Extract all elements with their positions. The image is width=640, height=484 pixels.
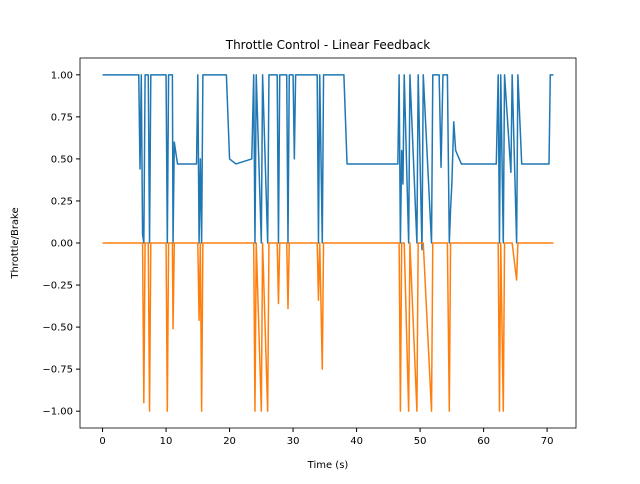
y-tick-label: 0.00: [51, 239, 73, 250]
y-tick-label: −0.50: [42, 323, 73, 334]
x-tick-label: 20: [223, 436, 236, 447]
x-tick-label: 30: [287, 436, 300, 447]
y-tick-label: −0.25: [42, 281, 73, 292]
y-tick-label: 1.00: [51, 70, 73, 81]
x-tick-label: 50: [414, 436, 427, 447]
data-line: [102, 74, 554, 251]
y-tick-label: −0.75: [42, 365, 73, 376]
y-tick-label: 0.50: [51, 154, 73, 165]
x-tick-label: 0: [99, 436, 105, 447]
x-tick-label: 10: [160, 436, 173, 447]
x-tick-label: 40: [350, 436, 363, 447]
y-axis-label: Throttle/Brake: [10, 207, 21, 279]
y-tick-label: 0.25: [51, 196, 73, 207]
x-tick-label: 60: [477, 436, 490, 447]
y-tick-label: −1.00: [42, 407, 73, 418]
plot-frame: [79, 57, 577, 429]
x-axis-label: Time (s): [307, 460, 349, 471]
data-line: [102, 242, 554, 412]
x-tick-label: 70: [541, 436, 554, 447]
y-tick-label: 0.75: [51, 112, 73, 123]
chart-title: Throttle Control - Linear Feedback: [225, 38, 431, 52]
